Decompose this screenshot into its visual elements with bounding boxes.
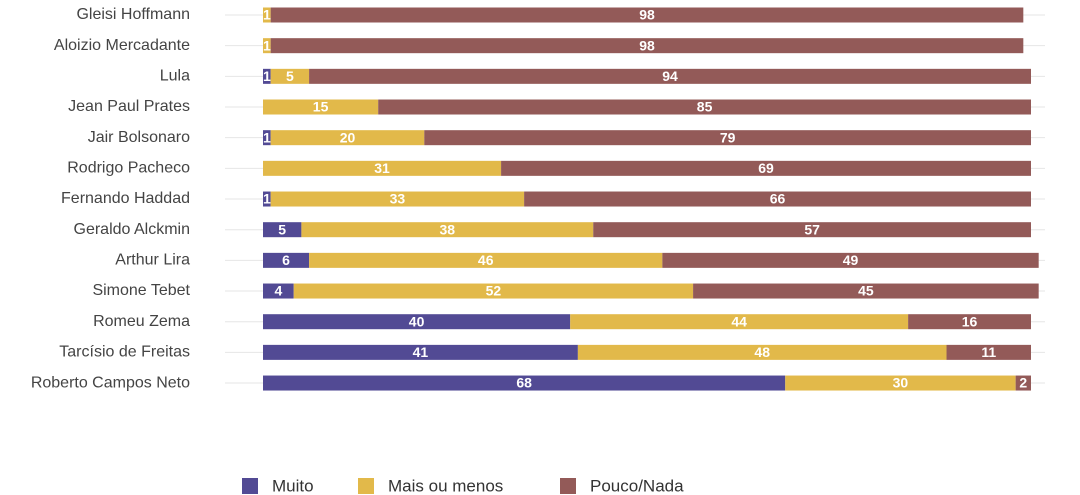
value-label: 1 [263, 37, 271, 53]
category-label: Fernando Haddad [61, 190, 190, 207]
value-label: 46 [478, 252, 494, 268]
value-label: 33 [390, 191, 406, 207]
category-label: Roberto Campos Neto [31, 374, 190, 391]
category-label: Geraldo Alckmin [74, 221, 191, 238]
value-label: 6 [282, 252, 290, 268]
category-label: Lula [160, 68, 190, 85]
category-label: Romeu Zema [93, 313, 190, 330]
value-label: 2 [1019, 375, 1027, 391]
value-label: 41 [413, 344, 429, 360]
value-label: 11 [981, 344, 996, 360]
category-label: Jean Paul Prates [68, 98, 190, 115]
category-label: Gleisi Hoffmann [76, 6, 190, 23]
value-label: 40 [409, 313, 425, 329]
legend-label: Muito [272, 476, 314, 495]
value-label: 69 [758, 160, 774, 176]
legend-swatch [358, 478, 374, 494]
value-label: 5 [278, 221, 286, 237]
category-label: Tarcísio de Freitas [59, 344, 190, 361]
value-label: 1 [263, 129, 271, 145]
value-label: 98 [639, 7, 655, 23]
value-label: 16 [962, 313, 978, 329]
value-label: 30 [893, 375, 909, 391]
legend-swatch [560, 478, 576, 494]
category-label: Rodrigo Pacheco [67, 160, 190, 177]
value-label: 98 [639, 37, 655, 53]
page: {"chart_data": {"type": "stacked-bar-hor… [0, 0, 1080, 495]
value-label: 1 [263, 68, 271, 84]
value-label: 48 [754, 344, 770, 360]
value-label: 66 [770, 191, 786, 207]
value-label: 31 [374, 160, 390, 176]
value-label: 20 [340, 129, 356, 145]
value-label: 1 [263, 7, 271, 23]
legend-swatch [242, 478, 258, 494]
value-label: 1 [263, 191, 271, 207]
legend-label: Mais ou menos [388, 476, 503, 495]
value-label: 85 [697, 99, 713, 115]
category-label: Aloizio Mercadante [54, 37, 190, 54]
value-label: 5 [286, 68, 294, 84]
value-label: 44 [731, 313, 747, 329]
value-label: 45 [858, 283, 874, 299]
value-label: 94 [662, 68, 678, 84]
value-label: 15 [313, 99, 329, 115]
value-label: 57 [804, 221, 820, 237]
legend-label: Pouco/Nada [590, 476, 684, 495]
category-label: Arthur Lira [115, 252, 190, 269]
value-label: 38 [440, 221, 456, 237]
value-label: 79 [720, 129, 736, 145]
category-label: Simone Tebet [92, 282, 190, 299]
value-label: 49 [843, 252, 859, 268]
value-label: 52 [486, 283, 502, 299]
value-label: 68 [516, 375, 532, 391]
value-label: 4 [274, 283, 282, 299]
chart: Gleisi Hoffmann 1 98 Aloizio Mercadante 1 98 L… [0, 0, 1080, 495]
category-label: Jair Bolsonaro [88, 129, 190, 146]
